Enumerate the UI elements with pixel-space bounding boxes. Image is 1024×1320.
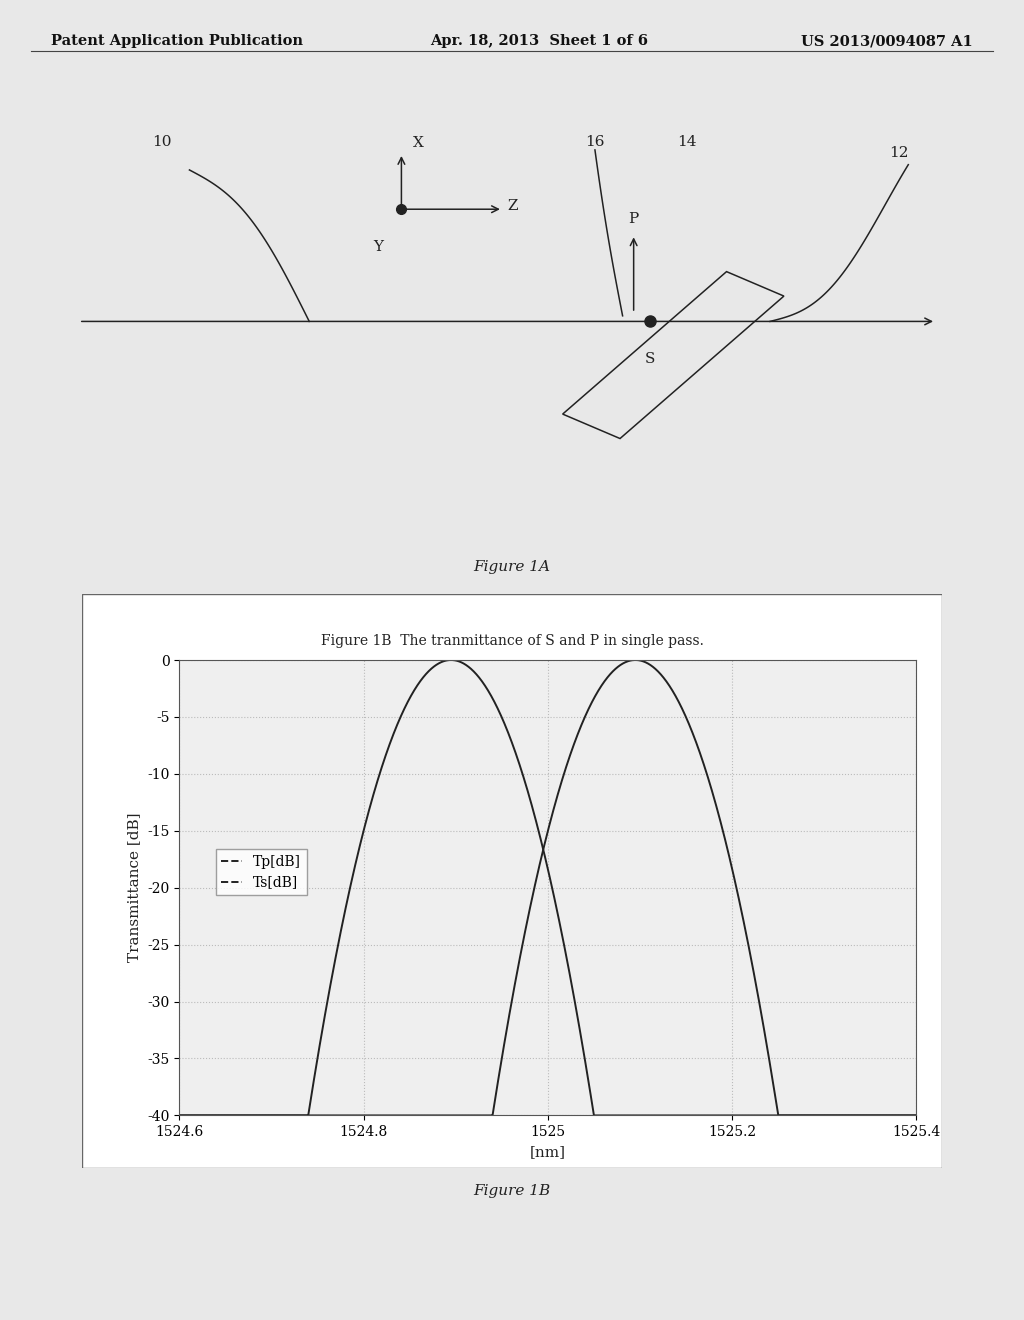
Text: X: X (413, 136, 423, 150)
Text: Figure 1A: Figure 1A (473, 560, 551, 574)
Text: Z: Z (508, 199, 518, 214)
Text: Their peak wavelengths are about 200 pm apart.: Their peak wavelengths are about 200 pm … (339, 677, 685, 692)
Text: Apr. 18, 2013  Sheet 1 of 6: Apr. 18, 2013 Sheet 1 of 6 (430, 34, 648, 49)
Text: P: P (629, 213, 639, 226)
Text: Patent Application Publication: Patent Application Publication (51, 34, 303, 49)
Text: US 2013/0094087 A1: US 2013/0094087 A1 (801, 34, 973, 49)
Y-axis label: Transmittance [dB]: Transmittance [dB] (128, 813, 141, 962)
Text: 16: 16 (585, 135, 605, 149)
X-axis label: [nm]: [nm] (529, 1144, 566, 1159)
Text: Y: Y (374, 240, 383, 253)
Text: 12: 12 (889, 147, 909, 160)
Legend: Tp[dB], Ts[dB]: Tp[dB], Ts[dB] (216, 849, 307, 895)
FancyBboxPatch shape (82, 594, 942, 1168)
Text: S: S (645, 352, 655, 366)
Text: 14: 14 (677, 135, 697, 149)
Text: 10: 10 (152, 135, 172, 149)
Text: Figure 1B: Figure 1B (473, 1184, 551, 1199)
Text: Figure 1B  The tranmittance of S and P in single pass.: Figure 1B The tranmittance of S and P in… (321, 634, 703, 648)
